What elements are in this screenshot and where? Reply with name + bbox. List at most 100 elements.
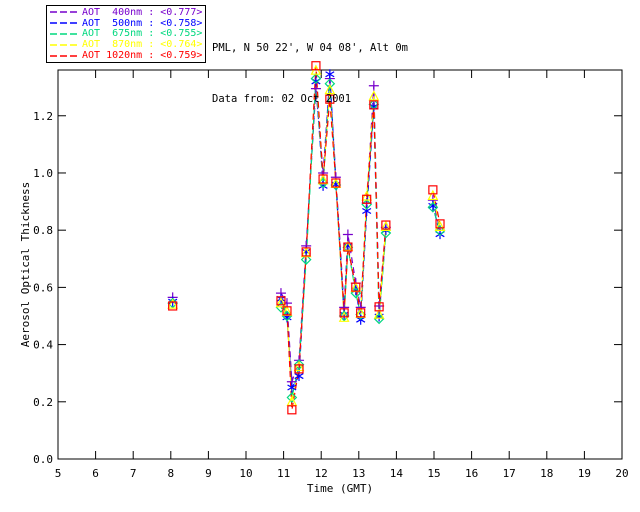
- marker-plus: [368, 80, 379, 91]
- marker-square: [276, 296, 286, 306]
- series-line-870nm: [432, 195, 441, 227]
- marker-square: [311, 61, 321, 71]
- plot-frame: [57, 69, 623, 460]
- legend-label: AOT 675nm : <0.755>: [82, 28, 203, 40]
- marker-asterisk: [362, 206, 372, 217]
- legend-item-1020nm: AOT 1020nm : <0.759>: [47, 50, 205, 62]
- y-tick-label: 0.0: [33, 453, 53, 466]
- marker-triangle: [293, 360, 305, 372]
- marker-triangle: [324, 83, 336, 95]
- series-line-500nm: [280, 74, 387, 390]
- y-tick-label: 1.0: [33, 167, 53, 180]
- marker-square: [331, 178, 341, 188]
- marker-square: [343, 242, 353, 252]
- data-date: Data from: 02 Oct 2001: [212, 93, 352, 105]
- marker-square: [351, 282, 361, 292]
- legend-item-870nm: AOT 870nm : <0.764>: [47, 39, 205, 51]
- x-tick-label: 17: [503, 467, 516, 480]
- marker-square: [339, 308, 349, 318]
- x-tick-label: 14: [390, 467, 404, 480]
- marker-square: [287, 405, 297, 415]
- legend-item-675nm: AOT 675nm : <0.755>: [47, 28, 205, 40]
- marker-diamond: [434, 225, 446, 237]
- marker-triangle: [342, 240, 354, 251]
- marker-plus: [342, 229, 353, 240]
- marker-square: [374, 302, 384, 312]
- y-axis-title: Aerosol Optical Thickness: [19, 182, 32, 348]
- marker-triangle: [167, 298, 179, 309]
- x-tick-label: 10: [239, 467, 252, 480]
- marker-diamond: [338, 310, 350, 322]
- legend-dash-swatch: [50, 11, 77, 14]
- legend-label: AOT 400nm : <0.777>: [82, 6, 203, 18]
- marker-triangle: [434, 220, 446, 231]
- legend-label: AOT 1020nm : <0.759>: [82, 50, 203, 62]
- x-tick-label: 5: [55, 467, 62, 480]
- marker-square: [318, 174, 328, 184]
- y-tick-label: 0.2: [33, 396, 53, 409]
- marker-square: [282, 306, 292, 316]
- marker-square: [325, 94, 335, 104]
- marker-square: [381, 220, 391, 230]
- x-tick-label: 15: [427, 467, 440, 480]
- marker-asterisk: [287, 382, 297, 393]
- marker-triangle: [275, 297, 287, 308]
- marker-square: [428, 185, 438, 195]
- x-tick-label: 9: [205, 467, 212, 480]
- marker-square: [435, 219, 445, 229]
- x-tick-label: 6: [92, 467, 99, 480]
- legend-dash-swatch: [50, 22, 77, 24]
- legend-label: AOT 870nm : <0.764>: [82, 39, 203, 51]
- marker-triangle: [300, 246, 312, 258]
- x-tick-label: 16: [465, 467, 478, 480]
- marker-square: [294, 364, 304, 374]
- legend-label: AOT 500nm : <0.758>: [82, 17, 203, 29]
- legend: AOT 400nm : <0.777> AOT 500nm : <0.758> AO…: [46, 5, 206, 63]
- marker-diamond: [310, 73, 322, 84]
- x-axis-title: Time (GMT): [307, 482, 373, 495]
- marker-square: [369, 100, 379, 110]
- x-tick-label: 8: [167, 467, 174, 480]
- marker-diamond: [300, 254, 312, 265]
- marker-triangle: [427, 189, 439, 201]
- y-tick-label: 0.4: [33, 339, 53, 352]
- legend-item-500nm: AOT 500nm : <0.758>: [47, 17, 205, 29]
- x-tick-label: 18: [540, 467, 553, 480]
- marker-square: [362, 194, 372, 204]
- marker-diamond: [286, 392, 298, 403]
- marker-diamond: [373, 313, 385, 325]
- x-tick-label: 13: [352, 467, 365, 480]
- marker-diamond: [380, 227, 392, 239]
- marker-square: [301, 247, 311, 257]
- marker-diamond: [324, 78, 336, 90]
- legend-dash-swatch: [50, 54, 77, 57]
- marker-diamond: [342, 241, 354, 253]
- marker-diamond: [355, 309, 367, 320]
- marker-asterisk: [369, 101, 379, 112]
- marker-triangle: [368, 90, 380, 101]
- legend-dash-swatch: [50, 44, 77, 46]
- y-tick-label: 0.6: [33, 281, 53, 294]
- marker-triangle: [380, 220, 392, 231]
- marker-diamond: [275, 302, 287, 313]
- x-tick-label: 12: [315, 467, 328, 480]
- marker-square: [168, 301, 178, 311]
- x-tick-label: 19: [578, 467, 591, 480]
- y-tick-label: 1.2: [33, 110, 53, 123]
- marker-asterisk: [325, 69, 335, 80]
- station-info: PML, N 50 22', W 04 08', Alt 0m Data fro…: [212, 6, 408, 142]
- y-tick-label: 0.8: [33, 224, 53, 237]
- marker-diamond: [427, 201, 439, 213]
- marker-asterisk: [351, 285, 361, 296]
- marker-triangle: [373, 308, 385, 319]
- x-tick-label: 11: [277, 467, 290, 480]
- marker-triangle: [317, 174, 329, 185]
- marker-diamond: [293, 359, 305, 370]
- x-tick-label: 7: [130, 467, 137, 480]
- legend-dash-swatch: [50, 33, 77, 35]
- legend-item-400nm: AOT 400nm : <0.777>: [47, 6, 205, 18]
- station-location: PML, N 50 22', W 04 08', Alt 0m: [212, 42, 408, 54]
- x-tick-label: 20: [615, 467, 628, 480]
